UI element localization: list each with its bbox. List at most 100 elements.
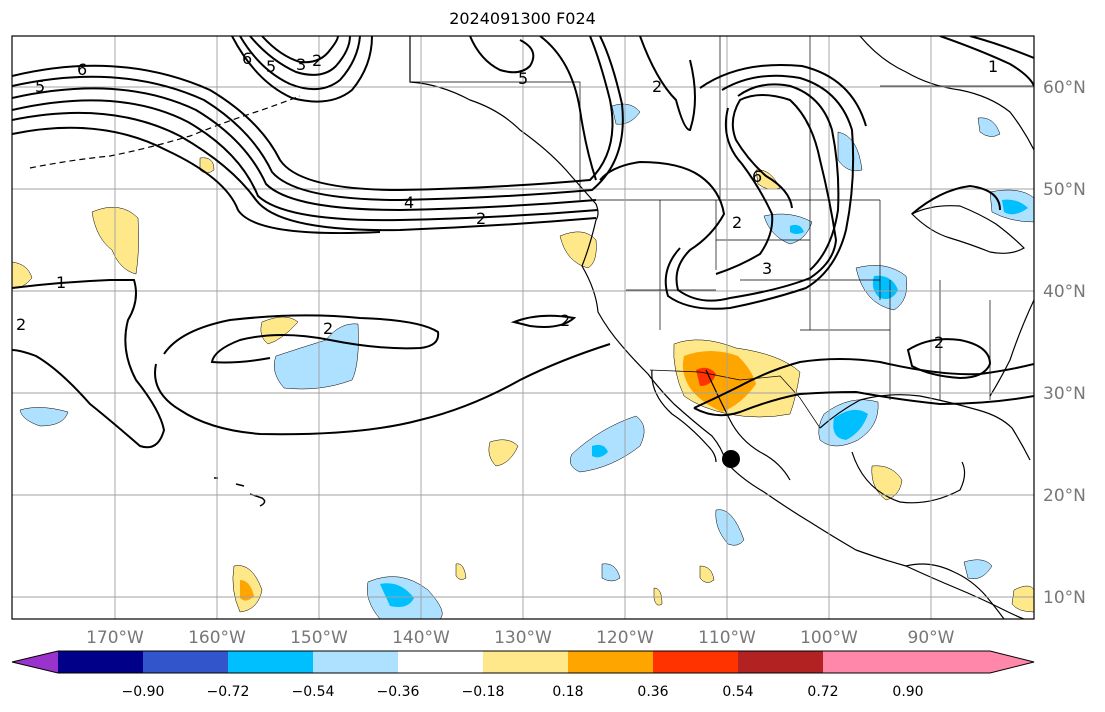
great-lakes: [910, 205, 1025, 254]
contour-line: [911, 184, 1001, 215]
contour-line: [906, 338, 992, 380]
colorbar-extend-low: [12, 651, 58, 673]
colorbar-extend-high: [908, 651, 1034, 673]
coastlines: [29, 36, 1034, 619]
contour-line: [639, 36, 696, 132]
east-coast: [989, 299, 1034, 397]
negative-area: [611, 103, 641, 125]
negative-area: [380, 583, 414, 607]
contour-line: [249, 36, 351, 76]
central-america: [905, 563, 1005, 619]
contour-line: [12, 87, 597, 212]
lon-tick-label: 170°W: [86, 628, 144, 648]
contour-line: [261, 36, 339, 64]
colorbar-segment: [823, 651, 908, 673]
contour-line: [539, 36, 597, 181]
colorbar: −0.90 −0.72 −0.54 −0.36 −0.18 0.18 0.36 …: [11, 650, 1035, 700]
colorbar-label: −0.18: [462, 684, 505, 700]
negative-area: [601, 563, 621, 582]
lon-tick-label: 140°W: [392, 628, 450, 648]
lon-tick-label: 150°W: [290, 628, 348, 648]
colorbar-label: 0.18: [552, 684, 583, 700]
contour-line: [693, 390, 1034, 417]
negative-area: [763, 213, 813, 245]
negative-area: [592, 444, 608, 458]
lon-tick-label: 110°W: [698, 628, 756, 648]
colorbar-segment: [228, 651, 313, 673]
lon-tick-label: 160°W: [188, 628, 246, 648]
contour-line: [12, 36, 614, 192]
contour-line: [12, 36, 624, 202]
lat-tick-label: 30°N: [1043, 384, 1086, 404]
colorbar-segment: [313, 651, 398, 673]
alaska-coast: [409, 36, 599, 221]
colorbar-label: −0.54: [292, 684, 335, 700]
contour-label: 2: [16, 315, 26, 334]
hawaii-islands: [214, 477, 266, 507]
positive-area: [455, 563, 467, 580]
contour-label: 2: [934, 333, 944, 352]
colorbar-label: 0.36: [637, 684, 668, 700]
contour-line: [239, 36, 361, 91]
positive-area: [488, 439, 519, 467]
contour-line: [699, 63, 867, 127]
negative-area: [1002, 199, 1028, 215]
negative-area: [274, 323, 359, 390]
negative-area: [977, 117, 1001, 137]
colorbar-segment: [738, 651, 823, 673]
contour-lines: [12, 36, 1034, 449]
colorbar-label: 0.90: [892, 684, 923, 700]
contour-label: 5: [35, 77, 45, 96]
positive-area: [559, 231, 597, 269]
contour-label: 2: [560, 311, 570, 330]
positive-area: [755, 169, 781, 190]
colorbar-segment: [58, 651, 143, 673]
contour-labels: 6 5 6 5 3 2 5 4 2 1 2 2 2 2 3 2 6 2 1: [16, 49, 998, 352]
colorbar-segment: [143, 651, 228, 673]
map-title: 2024091300 F024: [449, 9, 596, 28]
colorbar-label: 0.54: [722, 684, 753, 700]
negative-area: [19, 407, 69, 427]
anomaly-shading: [12, 103, 1034, 619]
contour-label: 4: [404, 193, 414, 212]
contour-line: [737, 83, 840, 271]
storm-center-marker: [722, 450, 740, 468]
contour-label: 5: [266, 57, 276, 76]
contour-line: [664, 74, 855, 310]
contour-line: [469, 36, 535, 74]
alaska-canada-border: [410, 81, 581, 200]
negative-area: [872, 275, 898, 299]
colorbar-outline: [11, 650, 1035, 674]
hudson-bay: [859, 36, 1034, 151]
contour-label: 3: [762, 259, 772, 278]
positive-area: [12, 261, 33, 289]
lat-tick-label: 50°N: [1043, 180, 1086, 200]
lon-tick-label: 130°W: [494, 628, 552, 648]
contour-line: [510, 314, 577, 328]
gulf-coast: [819, 394, 1031, 461]
contour-label: 6: [77, 60, 87, 79]
contour-label: 5: [518, 69, 528, 88]
contour-line: [969, 36, 1034, 59]
contour-label: 2: [323, 319, 333, 338]
negative-area: [790, 224, 804, 234]
lat-tick-label: 60°N: [1043, 78, 1086, 98]
map-frame: [11, 35, 1035, 620]
positive-area: [1011, 585, 1034, 613]
colorbar-segment: [568, 651, 653, 673]
contour-line: [231, 36, 373, 103]
province-line: [719, 36, 1034, 200]
lat-tick-label: 40°N: [1043, 282, 1086, 302]
positive-area: [240, 580, 254, 601]
lat-tick-label: 20°N: [1043, 486, 1086, 506]
longitude-tick-labels: 170°W 160°W 150°W 140°W 130°W 120°W 110°…: [86, 628, 955, 648]
contour-line: [939, 36, 1034, 87]
negative-area: [963, 559, 993, 579]
positive-area: [199, 157, 215, 174]
contour-line: [12, 99, 599, 222]
negative-area: [570, 415, 645, 473]
positive-area: [260, 316, 299, 345]
colorbar-segment: [398, 651, 483, 673]
contour-line: [163, 314, 440, 364]
